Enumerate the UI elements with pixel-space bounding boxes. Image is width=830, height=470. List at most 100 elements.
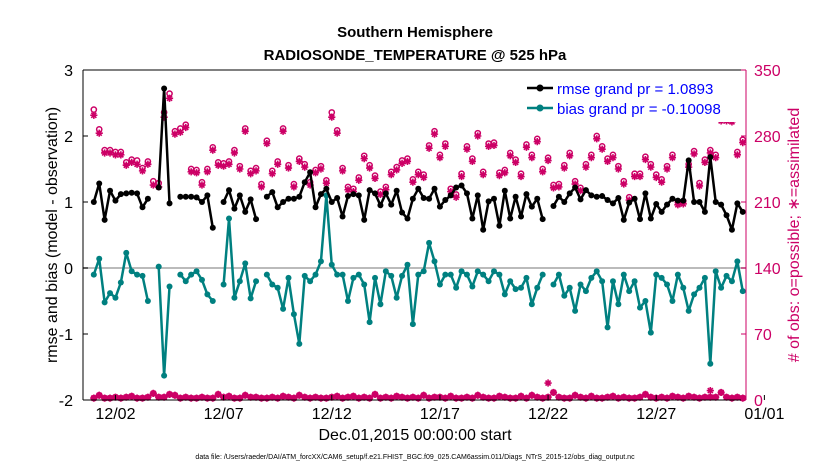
- rmse-point: [566, 190, 573, 197]
- bias-point: [577, 281, 584, 288]
- bias-point: [528, 301, 535, 308]
- obs-assimilated-marker: [338, 167, 347, 175]
- obs-assimilated-marker: [636, 393, 644, 401]
- obs-assimilated-marker: [582, 394, 590, 402]
- obs-assimilated-marker: [317, 394, 325, 402]
- obs-assimilated-marker: [376, 394, 385, 402]
- bias-point: [166, 283, 173, 290]
- bias-point: [355, 271, 362, 278]
- obs-assimilated-marker: [290, 394, 298, 402]
- rmse-point: [512, 193, 519, 200]
- obs-assimilated-marker: [106, 149, 114, 157]
- rmse-point: [734, 200, 741, 207]
- legend-rmse-label: rmse grand pr = 1.0893: [557, 81, 713, 98]
- obs-assimilated-marker: [506, 152, 514, 160]
- obs-assimilated-marker: [430, 393, 439, 401]
- y-right-tick-label: 0: [754, 393, 763, 410]
- rmse-point: [220, 199, 227, 205]
- bias-point: [188, 271, 195, 278]
- obs-assimilated-marker: [571, 391, 579, 399]
- rmse-point: [593, 193, 600, 200]
- rmse-point: [436, 203, 443, 210]
- obs-assimilated-marker: [533, 393, 541, 401]
- rmse-point: [355, 192, 362, 199]
- obs-assimilated-marker: [279, 392, 287, 400]
- legend-bias-marker: [536, 104, 544, 112]
- rmse-point: [155, 184, 162, 191]
- legend-box: [524, 76, 742, 122]
- bias-point: [107, 290, 114, 297]
- obs-assimilated-marker: [479, 171, 487, 179]
- obs-assimilated-marker: [668, 392, 677, 400]
- obs-assimilated-marker: [641, 155, 650, 164]
- obs-assimilated-marker: [144, 160, 152, 168]
- rmse-point: [647, 215, 654, 222]
- obs-assimilated-marker: [230, 394, 239, 402]
- y-tick-label: -2: [59, 393, 73, 410]
- bias-point: [182, 278, 189, 285]
- obs-assimilated-marker: [457, 394, 466, 402]
- obs-assimilated-marker: [376, 190, 385, 199]
- obs-assimilated-marker: [457, 172, 466, 181]
- rmse-point: [182, 193, 189, 200]
- rmse-point: [685, 157, 692, 164]
- bias-point: [431, 258, 438, 265]
- footnote: data file: /Users/raeder/DAI/ATM_forcXX/…: [195, 454, 635, 461]
- rmse-point: [301, 179, 308, 186]
- obs-assimilated-marker: [587, 154, 595, 162]
- obs-assimilated-marker: [403, 157, 412, 166]
- obs-assimilated-marker: [230, 149, 239, 157]
- obs-assimilated-marker: [220, 162, 228, 170]
- rmse-point: [393, 187, 400, 194]
- rmse-point: [177, 193, 184, 200]
- bias-point: [393, 294, 400, 301]
- obs-assimilated-marker: [739, 139, 747, 147]
- obs-assimilated-marker: [517, 392, 525, 400]
- obs-assimilated-marker: [495, 392, 504, 400]
- obs-assimilated-marker: [203, 394, 211, 402]
- obs-assimilated-marker: [614, 394, 622, 402]
- rmse-point: [696, 199, 703, 205]
- obs-assimilated-marker: [398, 159, 406, 167]
- obs-assimilated-marker: [268, 170, 276, 178]
- obs-assimilated-marker: [160, 393, 168, 401]
- obs-assimilated-marker: [658, 393, 666, 401]
- bias-point: [696, 284, 703, 291]
- bias-point: [582, 288, 589, 295]
- rmse-point: [599, 193, 606, 200]
- obs-assimilated-marker: [593, 135, 601, 143]
- obs-assimilated-marker: [630, 394, 639, 402]
- rmse-point: [561, 199, 568, 205]
- obs-assimilated-marker: [522, 143, 531, 151]
- bias-point: [626, 288, 633, 295]
- obs-assimilated-marker: [306, 181, 314, 189]
- obs-assimilated-marker: [311, 393, 320, 401]
- rmse-point: [382, 190, 389, 197]
- bias-point: [307, 278, 314, 285]
- rmse-point: [528, 203, 535, 210]
- axes: [82, 69, 747, 401]
- obs-assimilated-marker: [403, 394, 412, 402]
- obs-assimilated-marker: [495, 172, 504, 180]
- rmse-point: [409, 195, 416, 202]
- bias-point: [447, 271, 454, 278]
- bias-point: [328, 261, 335, 268]
- rmse-point: [96, 180, 103, 187]
- bias-point: [382, 268, 389, 275]
- rmse-point: [323, 185, 330, 192]
- bias-point: [361, 281, 368, 288]
- bias-point: [539, 271, 546, 278]
- rmse-point: [388, 201, 395, 208]
- obs-assimilated-marker: [95, 391, 103, 399]
- x-tick-label: 12/22: [528, 406, 568, 423]
- bias-point: [134, 271, 141, 278]
- obs-assimilated-marker: [539, 168, 547, 176]
- rmse-point: [555, 193, 562, 200]
- rmse-point: [361, 216, 368, 223]
- bias-point: [593, 268, 600, 275]
- bias-point: [312, 271, 319, 278]
- rmse-point: [463, 190, 470, 197]
- obs-assimilated-marker: [95, 129, 103, 137]
- bias-point: [301, 272, 308, 279]
- bias-point: [739, 288, 746, 295]
